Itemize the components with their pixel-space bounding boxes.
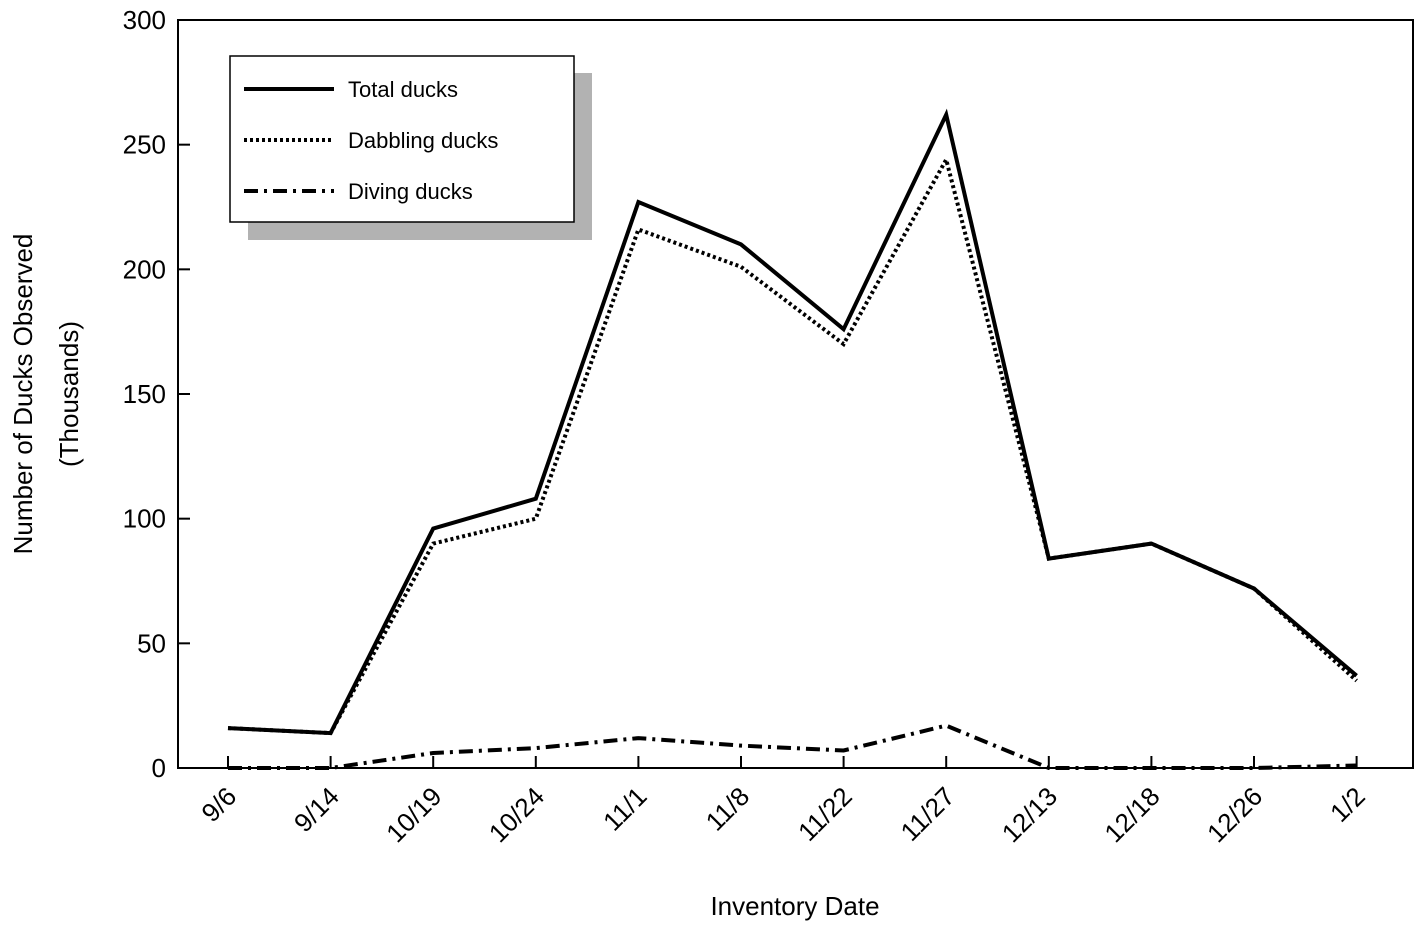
x-tick-label: 11/27 bbox=[895, 781, 961, 847]
y-axis-subtitle: (Thousands) bbox=[54, 321, 84, 467]
x-tick-label: 11/22 bbox=[792, 781, 858, 847]
y-tick-label: 100 bbox=[123, 504, 166, 534]
legend-label-diving: Diving ducks bbox=[348, 179, 473, 204]
x-axis-title: Inventory Date bbox=[710, 891, 879, 921]
y-tick-label: 150 bbox=[123, 379, 166, 409]
x-tick-label: 10/24 bbox=[483, 781, 550, 848]
legend-label-total: Total ducks bbox=[348, 77, 458, 102]
series-line-diving-ducks bbox=[228, 723, 1357, 770]
series-lines bbox=[227, 108, 1358, 770]
x-tick-label: 11/1 bbox=[597, 781, 653, 837]
y-tick-label: 200 bbox=[123, 254, 166, 284]
legend: Total ducks Dabbling ducks Diving ducks bbox=[229, 55, 592, 240]
x-tick-label: 9/14 bbox=[288, 781, 345, 838]
y-axis-title: Number of Ducks Observed bbox=[8, 234, 38, 555]
x-tick-label: 1/2 bbox=[1324, 781, 1371, 828]
x-tick-label: 12/18 bbox=[1098, 781, 1165, 848]
x-tick-label: 12/13 bbox=[996, 781, 1063, 848]
legend-label-dabbling: Dabbling ducks bbox=[348, 128, 498, 153]
series-line-dabbling-ducks bbox=[227, 154, 1358, 736]
y-tick-label: 50 bbox=[137, 628, 166, 658]
series-line-total-ducks bbox=[227, 108, 1358, 736]
x-tick-label: 11/8 bbox=[700, 781, 756, 837]
y-tick-label: 0 bbox=[152, 753, 166, 783]
y-tick-label: 300 bbox=[123, 5, 166, 35]
x-tick-label: 10/19 bbox=[380, 781, 447, 848]
y-tick-label: 250 bbox=[123, 130, 166, 160]
x-tick-label: 9/6 bbox=[195, 781, 242, 828]
x-tick-label: 12/26 bbox=[1201, 781, 1268, 848]
